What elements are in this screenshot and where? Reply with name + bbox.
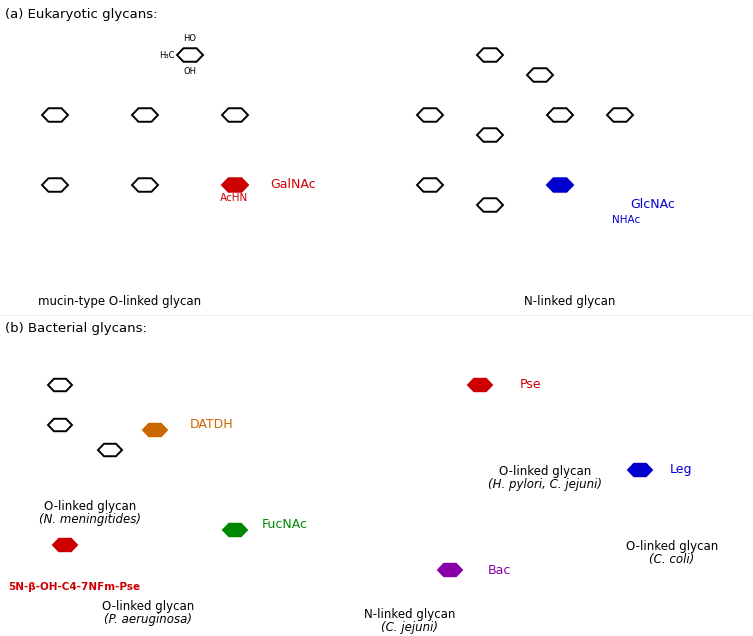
Text: Pse: Pse <box>520 378 541 392</box>
Polygon shape <box>477 198 503 212</box>
Text: HO: HO <box>184 34 197 43</box>
Polygon shape <box>48 379 72 391</box>
Polygon shape <box>223 524 247 536</box>
Polygon shape <box>132 108 158 121</box>
Polygon shape <box>42 178 68 192</box>
Text: (a) Eukaryotic glycans:: (a) Eukaryotic glycans: <box>5 8 157 21</box>
Text: N-linked glycan: N-linked glycan <box>364 608 456 621</box>
Polygon shape <box>607 108 633 121</box>
Text: N-linked glycan: N-linked glycan <box>524 295 616 308</box>
Polygon shape <box>527 68 553 82</box>
Polygon shape <box>628 464 652 476</box>
Polygon shape <box>547 108 573 121</box>
Text: Leg: Leg <box>670 464 693 476</box>
Text: O-linked glycan: O-linked glycan <box>499 465 591 478</box>
Text: H₃C: H₃C <box>160 50 175 60</box>
Text: GalNAc: GalNAc <box>270 179 316 191</box>
Text: (H. pylori, C. jejuni): (H. pylori, C. jejuni) <box>488 478 602 491</box>
Text: (C. jejuni): (C. jejuni) <box>382 621 438 634</box>
Polygon shape <box>468 379 492 391</box>
Polygon shape <box>53 539 77 551</box>
Text: (P. aeruginosa): (P. aeruginosa) <box>104 613 192 626</box>
Polygon shape <box>417 108 443 121</box>
Text: O-linked glycan: O-linked glycan <box>102 600 194 613</box>
Text: OH: OH <box>184 67 197 76</box>
Text: 5N-β-OH-C4-7NFm-Pse: 5N-β-OH-C4-7NFm-Pse <box>8 582 140 592</box>
Polygon shape <box>417 178 443 192</box>
Polygon shape <box>132 178 158 192</box>
Polygon shape <box>143 424 167 436</box>
Text: O-linked glycan: O-linked glycan <box>626 540 718 553</box>
Polygon shape <box>177 48 203 62</box>
Polygon shape <box>222 108 248 121</box>
Polygon shape <box>42 108 68 121</box>
Text: DATDH: DATDH <box>190 418 233 431</box>
Polygon shape <box>477 48 503 62</box>
Text: (b) Bacterial glycans:: (b) Bacterial glycans: <box>5 322 147 335</box>
Text: NHAc: NHAc <box>612 215 640 225</box>
Polygon shape <box>48 418 72 431</box>
Text: GlcNAc: GlcNAc <box>630 198 675 212</box>
Polygon shape <box>477 128 503 142</box>
Polygon shape <box>222 178 248 192</box>
Text: AcHN: AcHN <box>220 193 248 203</box>
Text: FucNAc: FucNAc <box>262 518 308 530</box>
Text: (N. meningitides): (N. meningitides) <box>39 513 141 526</box>
Text: O-linked glycan: O-linked glycan <box>44 500 136 513</box>
Text: Bac: Bac <box>488 563 511 576</box>
Text: (C. coli): (C. coli) <box>649 553 694 566</box>
Polygon shape <box>98 444 122 456</box>
Polygon shape <box>438 563 462 576</box>
Text: mucin-type O-linked glycan: mucin-type O-linked glycan <box>38 295 202 308</box>
Polygon shape <box>547 178 573 192</box>
